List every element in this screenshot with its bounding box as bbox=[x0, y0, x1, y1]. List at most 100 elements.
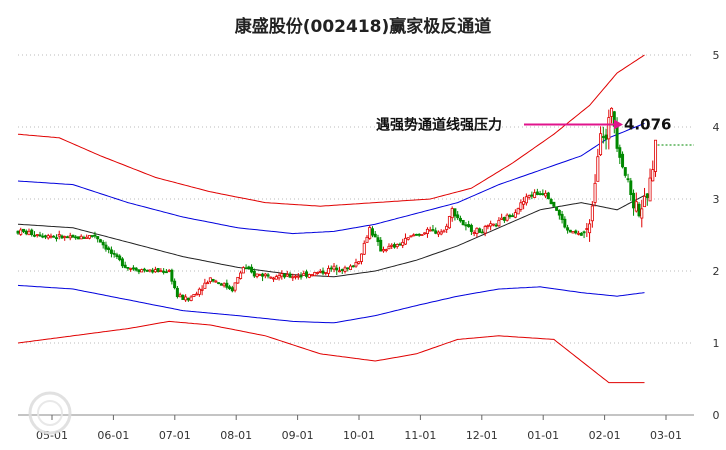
candle-body bbox=[76, 236, 80, 240]
candle bbox=[302, 270, 306, 276]
candle-body bbox=[167, 270, 171, 272]
candle-body bbox=[648, 177, 652, 202]
candle bbox=[294, 274, 298, 280]
candle bbox=[409, 235, 413, 238]
candle-body bbox=[302, 273, 306, 276]
candle-body bbox=[316, 272, 320, 274]
candle-body bbox=[49, 235, 53, 238]
candle-body bbox=[27, 230, 31, 236]
candle bbox=[263, 272, 267, 279]
candle-body bbox=[373, 233, 377, 238]
candle-body bbox=[541, 193, 545, 195]
candle bbox=[395, 243, 399, 249]
candle bbox=[516, 207, 520, 215]
candle-body bbox=[263, 273, 267, 277]
candle-body bbox=[52, 235, 56, 238]
candle bbox=[425, 227, 429, 238]
candle-body bbox=[335, 267, 339, 271]
candle-body bbox=[90, 235, 94, 237]
candle-body bbox=[206, 282, 210, 285]
candle-body bbox=[109, 249, 113, 254]
candle bbox=[434, 227, 438, 235]
candle bbox=[228, 284, 232, 290]
candle bbox=[651, 160, 655, 182]
candle-body bbox=[500, 217, 504, 220]
candle bbox=[414, 233, 418, 236]
candle-body bbox=[175, 287, 179, 297]
candle bbox=[373, 231, 377, 238]
candle-body bbox=[178, 294, 182, 298]
candle bbox=[618, 144, 622, 164]
candle-body bbox=[79, 235, 83, 240]
candle bbox=[648, 168, 652, 202]
candle bbox=[489, 220, 493, 231]
candle-body bbox=[436, 231, 440, 235]
candle-body bbox=[200, 288, 204, 291]
candle bbox=[530, 191, 534, 200]
candle-body bbox=[222, 283, 226, 287]
candle-body bbox=[104, 244, 108, 250]
candlesticks bbox=[16, 107, 658, 302]
candle-body bbox=[544, 192, 548, 197]
band-upper-outer bbox=[17, 54, 645, 207]
candle-body bbox=[43, 235, 47, 238]
x-tick-label: 12-01 bbox=[466, 429, 498, 442]
candle-body bbox=[101, 241, 105, 246]
candle-body bbox=[651, 169, 655, 182]
candle-body bbox=[395, 244, 399, 247]
candle-body bbox=[524, 196, 528, 204]
candle-body bbox=[596, 156, 600, 182]
candle-body bbox=[46, 235, 50, 239]
band-center bbox=[17, 194, 645, 278]
candle bbox=[453, 208, 457, 221]
candle bbox=[541, 189, 545, 196]
candle bbox=[423, 232, 427, 235]
candle bbox=[68, 232, 72, 241]
candle-body bbox=[538, 193, 542, 195]
candle bbox=[387, 243, 391, 250]
candle-body bbox=[494, 224, 498, 227]
y-tick-label: 1 bbox=[713, 337, 720, 350]
candle-body bbox=[189, 296, 193, 301]
candle-body bbox=[211, 279, 215, 282]
candle bbox=[560, 210, 564, 224]
candle-body bbox=[607, 117, 611, 140]
candle bbox=[247, 265, 251, 270]
candle bbox=[478, 227, 482, 233]
candle-body bbox=[343, 267, 347, 272]
candle-body bbox=[134, 267, 138, 271]
candle-body bbox=[530, 194, 534, 197]
candle-body bbox=[129, 267, 133, 270]
candle-body bbox=[217, 282, 221, 285]
candle-body bbox=[420, 234, 424, 236]
candle-body bbox=[266, 274, 270, 277]
candle bbox=[579, 232, 583, 236]
candle-body bbox=[654, 139, 658, 172]
candle bbox=[129, 267, 133, 272]
candle bbox=[442, 229, 446, 233]
candle bbox=[566, 224, 570, 234]
candle-body bbox=[585, 228, 589, 230]
candle-body bbox=[362, 242, 366, 255]
candle bbox=[601, 126, 605, 144]
candle-body bbox=[357, 261, 361, 264]
candle-body bbox=[255, 273, 259, 277]
candle-body bbox=[112, 252, 116, 255]
candle bbox=[338, 266, 342, 273]
candle-body bbox=[516, 208, 520, 215]
candle-body bbox=[519, 202, 523, 210]
candle-body bbox=[552, 201, 556, 207]
candle-body bbox=[239, 272, 243, 279]
candle-body bbox=[21, 228, 25, 232]
candle bbox=[197, 287, 201, 297]
candle bbox=[417, 233, 421, 237]
candle-body bbox=[19, 229, 23, 235]
candle bbox=[381, 246, 385, 253]
candle-body bbox=[164, 271, 168, 274]
candle bbox=[93, 231, 97, 239]
candle-body bbox=[137, 269, 141, 273]
candle-body bbox=[57, 234, 61, 237]
candle-body bbox=[615, 126, 619, 149]
candle-body bbox=[549, 199, 553, 205]
candle bbox=[450, 206, 454, 222]
